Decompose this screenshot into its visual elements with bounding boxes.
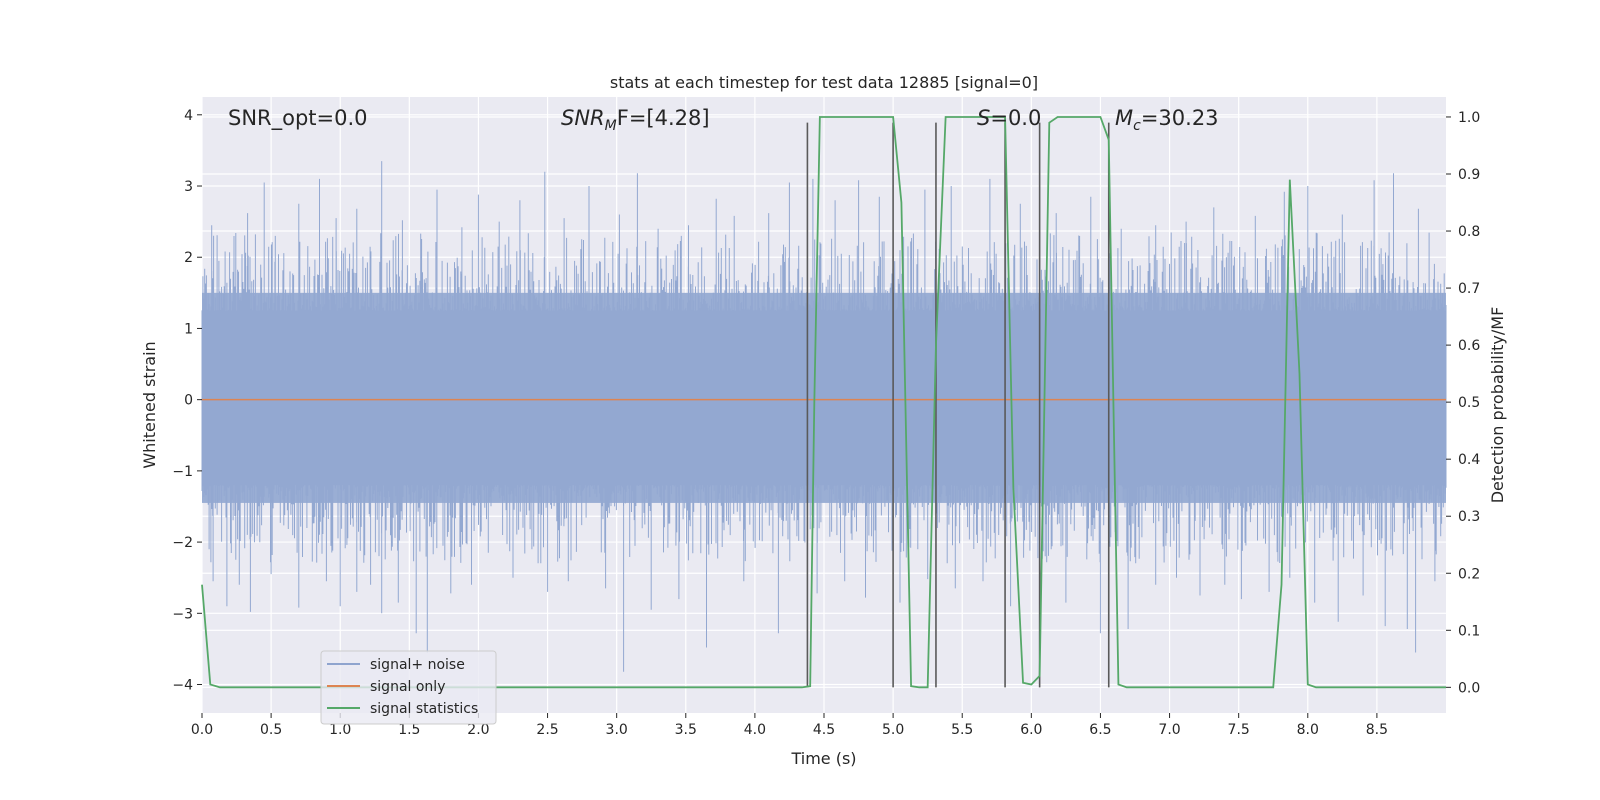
annotation-snr-mf-value: F=[4.28]: [617, 106, 710, 130]
y-left-tick-label: 0: [184, 393, 193, 409]
annotation-snr-mf: SNRMF=[4.28]: [561, 106, 710, 134]
chart-title: stats at each timestep for test data 128…: [610, 73, 1038, 92]
x-tick-label: 2.0: [467, 722, 489, 738]
y-right-tick-label: 0.3: [1458, 509, 1480, 525]
x-tick-label: 8.5: [1366, 722, 1388, 738]
y-axis-label-left: Whitened strain: [140, 341, 159, 468]
y-right-tick-label: 0.7: [1458, 281, 1480, 297]
annotation-s-value: =0.0: [990, 106, 1041, 130]
annotation-mc-value: =30.23: [1141, 106, 1219, 130]
y-right-tick-label: 0.8: [1458, 224, 1480, 240]
x-tick-label: 4.0: [744, 722, 766, 738]
x-tick-label: 2.5: [536, 722, 558, 738]
signal-statistics-series: [201, 116, 1446, 689]
y-right-tick-label: 0.4: [1458, 452, 1480, 468]
annotation-snr-mf-subscript: M: [605, 118, 617, 134]
y-left-tick-label: −4: [172, 678, 193, 694]
y-right-tick-label: 0.6: [1458, 338, 1480, 354]
x-tick-label: 6.0: [1020, 722, 1042, 738]
x-tick-label: 8.0: [1297, 722, 1319, 738]
x-tick-label: 1.0: [329, 722, 351, 738]
x-tick-label: 6.5: [1089, 722, 1111, 738]
annotation-s-symbol: S: [977, 106, 990, 130]
x-tick-label: 7.5: [1228, 722, 1250, 738]
signal-statistics-line: [201, 116, 1446, 689]
x-tick-label: 7.0: [1158, 722, 1180, 738]
x-tick-label: 0.0: [191, 722, 213, 738]
legend-label-signal-statistics: signal statistics: [370, 701, 478, 717]
legend-label-signal-noise: signal+ noise: [370, 657, 465, 673]
y-right-tick-label: 0.2: [1458, 566, 1480, 582]
annotation-mc: Mc=30.23: [1115, 106, 1219, 134]
y-right-tick-label: 0.5: [1458, 395, 1480, 411]
y-left-tick-label: −2: [172, 535, 193, 551]
y-left-tick-label: −3: [172, 606, 193, 622]
x-tick-label: 5.5: [951, 722, 973, 738]
annotation-snr-mf-symbol: SNR: [561, 106, 605, 130]
axes: 0.0 0.5 1.0 1.5 2.0 2.5 3.0 3.5 4.0 4.5 5.0 5.5 6.0 6…: [172, 108, 1480, 738]
x-axis-label: Time (s): [790, 749, 856, 768]
annotation-s: S=0.0: [977, 106, 1041, 130]
legend-label-signal-only: signal only: [370, 679, 445, 695]
x-tick-label: 3.0: [606, 722, 628, 738]
y-axis-label-right: Detection probability/MF: [1488, 307, 1507, 504]
x-tick-label: 4.5: [813, 722, 835, 738]
annotation-mc-subscript: c: [1133, 118, 1141, 134]
noise-series: [201, 161, 1447, 672]
legend: signal+ noise signal only signal statist…: [320, 650, 497, 725]
vertical-marker-lines: [806, 122, 1110, 688]
x-tick-label: 0.5: [260, 722, 282, 738]
y-right-tick-label: 0.9: [1458, 167, 1480, 183]
y-right-tick-label: 0.1: [1458, 623, 1480, 639]
annotation-mc-symbol: M: [1115, 106, 1133, 130]
y-left-tick-label: 1: [184, 321, 193, 337]
x-tick-label: 3.5: [675, 722, 697, 738]
x-tick-label: 1.5: [398, 722, 420, 738]
y-left-tick-label: 4: [184, 108, 193, 124]
y-left-tick-label: 3: [184, 179, 193, 195]
x-tick-label: 5.0: [882, 722, 904, 738]
y-left-tick-label: 2: [184, 250, 193, 266]
annotation-snr-opt: SNR_opt=0.0: [228, 106, 368, 131]
y-right-tick-label: 0.0: [1458, 680, 1480, 696]
y-left-tick-label: −1: [172, 464, 193, 480]
legend-frame: [320, 650, 497, 725]
y-right-tick-label: 1.0: [1458, 110, 1480, 126]
